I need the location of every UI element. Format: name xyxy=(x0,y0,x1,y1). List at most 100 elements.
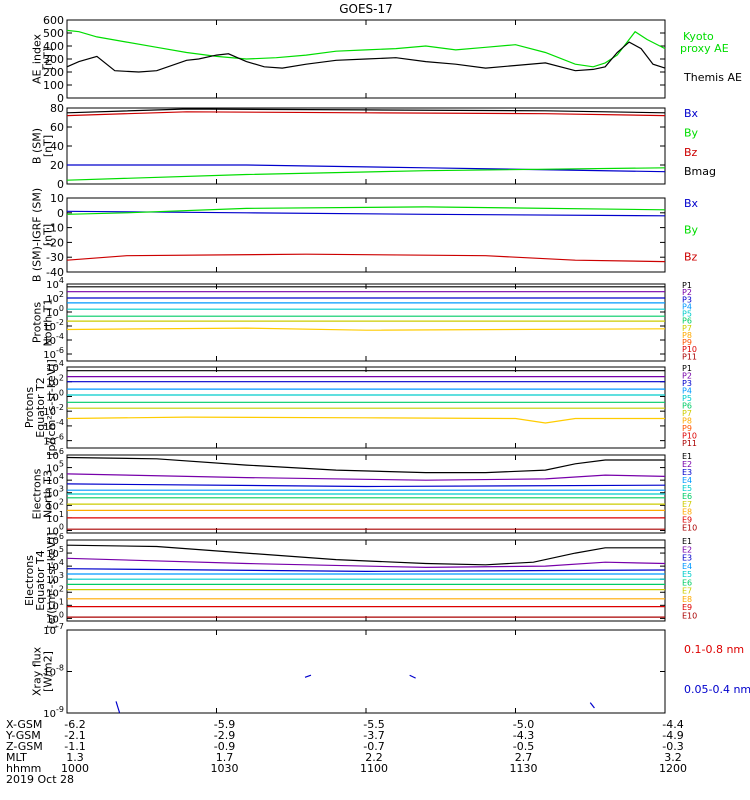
legend-entry: E7 xyxy=(682,587,692,596)
series-line-e1 xyxy=(66,456,665,474)
xray-segment xyxy=(589,702,595,709)
legend-entry: P9 xyxy=(682,424,692,433)
series-line-e2 xyxy=(66,473,666,481)
y-axis-label: B (SM) xyxy=(31,128,44,164)
y-tick-label: 10-6 xyxy=(43,346,64,361)
y-tick-label: 101 xyxy=(46,597,64,612)
y-tick-label: -10 xyxy=(46,222,64,235)
legend-entry: E5 xyxy=(682,570,692,579)
legend-entry: P7 xyxy=(682,409,692,418)
x-axis-row-label: hhmm xyxy=(6,762,41,775)
y-tick-label: 10-4 xyxy=(43,418,64,433)
series-line-e1 xyxy=(66,544,665,566)
panel-frame xyxy=(66,629,666,714)
legend-entry: E2 xyxy=(682,460,692,469)
y-tick-label: 200 xyxy=(43,66,64,79)
x-axis-row-label: X-GSM xyxy=(6,718,42,731)
series-line-themis-ae xyxy=(66,41,666,73)
y-tick-label: 40 xyxy=(50,140,64,153)
y-tick-label: -30 xyxy=(46,251,64,264)
y-tick-label: 106 xyxy=(46,532,64,547)
legend-entry: P11 xyxy=(682,352,697,361)
y-axis-label: B (SM)-IGRF (SM) xyxy=(31,188,44,282)
y-tick-label: -40 xyxy=(46,266,64,279)
x-axis-value: -0.9 xyxy=(214,740,235,753)
panel-frame xyxy=(66,107,666,185)
x-axis-table: X-GSM -6.2 -5.9 -5.5 -5.0 -4.4 Y-GSM -2.1 -2.9 -3… xyxy=(5,718,687,786)
legend-entry: Bz xyxy=(684,250,698,263)
legend-entry: E5 xyxy=(682,484,692,493)
figure-title: GOES-17 xyxy=(339,2,393,16)
legend-entry: E8 xyxy=(682,595,692,604)
series-line-bz xyxy=(66,253,666,263)
y-tick-label: 300 xyxy=(43,53,64,66)
legend-entry: E10 xyxy=(682,524,697,533)
x-axis-value: 2.2 xyxy=(365,751,383,764)
x-axis-value: -1.1 xyxy=(64,740,85,753)
legend-entry: E10 xyxy=(682,611,697,620)
y-tick-label: 60 xyxy=(50,121,64,134)
legend-entry: P7 xyxy=(682,324,692,333)
x-axis-value: -4.3 xyxy=(513,729,534,742)
y-axis-label: AE_index xyxy=(31,33,44,84)
panel-frame xyxy=(66,283,666,362)
y-tick-label: 104 xyxy=(46,558,64,573)
y-axis-label: [W/m2] xyxy=(42,651,55,692)
y-tick-label: 104 xyxy=(46,276,64,291)
x-axis-value: 1200 xyxy=(659,762,687,775)
legend-entry: 0.05-0.4 nm xyxy=(684,683,750,696)
x-axis-value: -0.7 xyxy=(363,740,384,753)
legend-entry: P6 xyxy=(682,402,692,411)
legend-entry: Themis AE xyxy=(683,71,742,84)
x-axis-value: -0.5 xyxy=(513,740,534,753)
legend-entry: P3 xyxy=(682,379,692,388)
y-axis-label: North T1 xyxy=(42,299,55,347)
y-tick-label: 80 xyxy=(50,102,64,115)
panel-bigrf: -40 -30 -20-10 0 10 B (SM)-IGRF (SM)[nT] Bx By B… xyxy=(31,188,699,282)
legend-entry: P2 xyxy=(682,288,692,297)
y-tick-label: 100 xyxy=(46,522,64,537)
legend-entry: P2 xyxy=(682,372,692,381)
x-axis-value: 1000 xyxy=(61,762,89,775)
panel-bsm: 0 20 40 60 80 B (SM)[nT] Bx By Bz Bmag xyxy=(31,102,717,191)
y-tick-label: 10 xyxy=(50,192,64,205)
panel-frame xyxy=(66,366,666,449)
series-line-bz xyxy=(66,111,666,117)
y-tick-label: 100 xyxy=(43,79,64,92)
y-tick-label: 105 xyxy=(46,545,64,560)
y-tick-label: 102 xyxy=(46,290,64,305)
x-axis-value: -0.3 xyxy=(662,740,683,753)
y-tick-label: 104 xyxy=(46,472,64,487)
y-axis-label: [e/(cm²-s-sr-keV)] xyxy=(45,532,58,628)
x-axis-row-label: Z-GSM xyxy=(6,740,43,753)
legend-entry: E4 xyxy=(682,476,692,485)
legend-entry: E3 xyxy=(682,554,692,563)
x-axis-value: -3.7 xyxy=(363,729,384,742)
y-axis-label: Protons xyxy=(23,387,36,428)
y-tick-label: 600 xyxy=(43,14,64,27)
y-axis-label: Equator T2 xyxy=(34,377,47,437)
y-axis-label: [nT] xyxy=(42,48,55,70)
legend-entry: E4 xyxy=(682,562,692,571)
x-axis-value: -5.9 xyxy=(214,718,235,731)
xray-segment xyxy=(115,701,121,714)
legend-entry: P9 xyxy=(682,338,692,347)
y-tick-label: 100 xyxy=(46,304,64,319)
date-label: 2019 Oct 28 xyxy=(6,773,74,786)
legend-entry: By xyxy=(684,224,699,237)
y-tick-label: 0 xyxy=(57,92,64,105)
y-tick-label: 20 xyxy=(50,159,64,172)
series-line-p8 xyxy=(66,327,666,331)
panel-frame xyxy=(66,539,666,622)
y-tick-label: 400 xyxy=(43,40,64,53)
x-axis-value: -4.4 xyxy=(662,718,683,731)
legend-entry: P5 xyxy=(682,310,692,319)
y-tick-label: 102 xyxy=(46,374,64,389)
y-tick-label: 104 xyxy=(46,359,64,374)
x-axis-value: -5.5 xyxy=(363,718,384,731)
series-line-p8 xyxy=(66,416,665,424)
y-axis-label: Equator T4 xyxy=(34,550,47,610)
legend-entry: P10 xyxy=(682,345,697,354)
y-tick-label: 100 xyxy=(46,610,64,625)
